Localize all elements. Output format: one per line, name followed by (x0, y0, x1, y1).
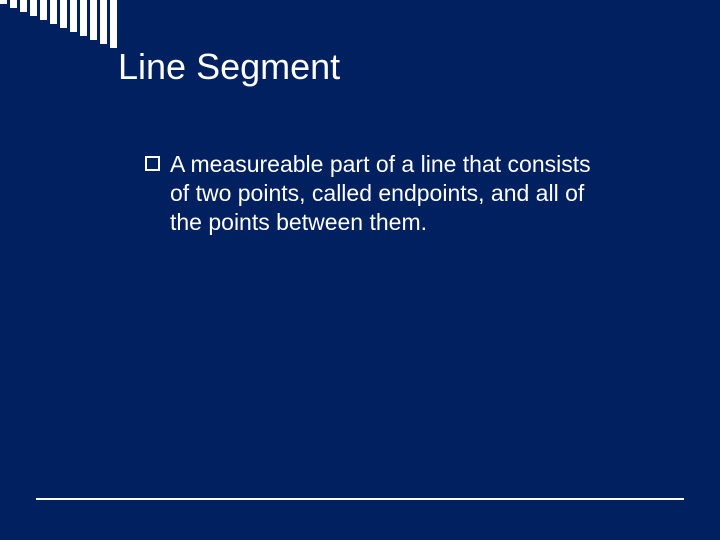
bar (100, 0, 107, 44)
bar (110, 0, 117, 48)
bullet-text: A measureable part of a line that consis… (170, 150, 615, 236)
bar (60, 0, 67, 28)
bar (90, 0, 97, 40)
bar (10, 0, 17, 8)
hollow-square-bullet-icon (145, 156, 160, 171)
bar (20, 0, 27, 12)
slide-body: A measureable part of a line that consis… (145, 150, 615, 236)
bar (40, 0, 47, 20)
corner-bars-decoration (0, 0, 117, 48)
bar (30, 0, 37, 16)
bottom-divider (36, 498, 684, 500)
slide-title: Line Segment (118, 46, 340, 88)
bar (70, 0, 77, 32)
bullet-item: A measureable part of a line that consis… (145, 150, 615, 236)
bar (80, 0, 87, 36)
bar (50, 0, 57, 24)
bar (0, 0, 7, 4)
